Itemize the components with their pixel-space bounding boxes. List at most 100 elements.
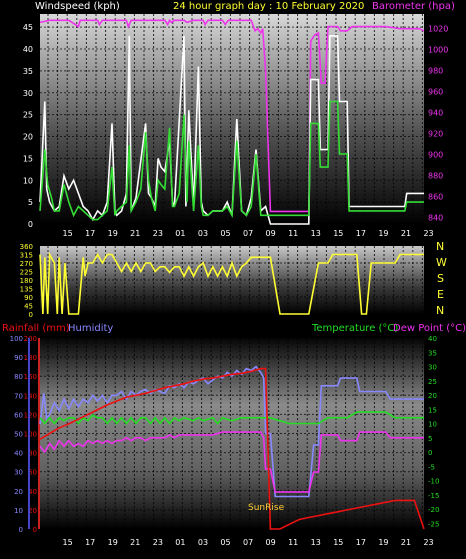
humidity-axis-label: Humidity <box>68 323 113 334</box>
rain-tick-label: 120 <box>24 411 37 419</box>
temp-series-line <box>39 431 424 493</box>
temperature-tick-label: -20 <box>428 506 439 514</box>
wind-x-tick-label: 23 <box>153 229 163 238</box>
rain-tick-label: 140 <box>24 392 37 400</box>
temperature-tick-label: -25 <box>428 520 439 528</box>
wind-x-tick-label: 17 <box>85 229 95 238</box>
rain-tick-label: 180 <box>24 354 37 362</box>
temperature-tick-label: 35 <box>428 349 437 357</box>
rainfall-axis-label: Rainfall (mm) <box>2 323 70 334</box>
wind-x-tick-label: 21 <box>130 229 140 238</box>
wind-x-tick-label: 19 <box>378 229 388 238</box>
temp-x-tick-label: 01 <box>175 538 185 547</box>
compass-label-w: W <box>436 256 447 269</box>
temperature-tick-label: 15 <box>428 406 437 414</box>
wind-x-tick-label: 03 <box>198 229 208 238</box>
temperature-tick-label: 20 <box>428 392 437 400</box>
temperature-tick-label: -15 <box>428 492 439 500</box>
wind-x-tick-label: 17 <box>356 229 366 238</box>
rain-axis-bar <box>38 338 40 529</box>
humidity-tick-label: 30 <box>14 469 23 477</box>
wind-x-tick-label: 11 <box>288 229 298 238</box>
wind-x-tick-label: 13 <box>311 229 321 238</box>
temperature-tick-label: -10 <box>428 478 439 486</box>
chart-title: 24 hour graph day : 10 February 2020 <box>173 1 364 12</box>
rain-tick-label: 40 <box>28 488 37 496</box>
humidity-tick-label: 50 <box>14 431 23 439</box>
temperature-tick-label: -5 <box>428 463 435 471</box>
temp-x-tick-label: 17 <box>85 538 95 547</box>
temp-x-tick-label: 21 <box>130 538 140 547</box>
temperature-tick-label: 5 <box>428 435 432 443</box>
wind-x-tick-label: 23 <box>423 229 433 238</box>
humidity-tick-label: 100 <box>10 335 23 343</box>
temperature-tick-label: 40 <box>428 335 437 343</box>
direction-tick-label: 360 <box>20 243 33 251</box>
temp-x-tick-label: 17 <box>356 538 366 547</box>
wind-tick-label: 30 <box>23 89 33 98</box>
humidity-tick-label: 20 <box>14 488 23 496</box>
temp-series-line <box>39 365 424 498</box>
wind-series-line <box>39 100 424 221</box>
temp-series-line <box>39 411 424 425</box>
temp-x-tick-label: 07 <box>243 538 253 547</box>
direction-series-line <box>39 251 424 315</box>
temperature-tick-label: 10 <box>428 421 437 429</box>
temperature-axis-label: Temperature (°C) <box>311 323 398 334</box>
barometer-tick-label: 940 <box>428 109 443 118</box>
rain-tick-label: 160 <box>24 373 37 381</box>
temp-x-tick-label: 09 <box>266 538 276 547</box>
temp-x-tick-label: 21 <box>401 538 411 547</box>
humidity-tick-label: 60 <box>14 411 23 419</box>
direction-tick-label: 180 <box>20 277 33 285</box>
direction-tick-label: 0 <box>29 311 33 319</box>
humidity-tick-label: 10 <box>14 507 23 515</box>
direction-tick-label: 45 <box>24 303 33 311</box>
temp-x-tick-label: 11 <box>288 538 298 547</box>
temp-series-line <box>39 367 425 530</box>
humidity-axis-bar <box>28 338 30 529</box>
direction-tick-label: 225 <box>20 269 33 277</box>
temp-x-tick-label: 19 <box>378 538 388 547</box>
compass-label-s: S <box>437 272 444 285</box>
wind-x-tick-label: 07 <box>243 229 253 238</box>
barometer-tick-label: 980 <box>428 67 443 76</box>
windspeed-axis-label: Windspeed (kph) <box>35 1 120 12</box>
direction-tick-label: 270 <box>20 260 33 268</box>
temperature-tick-label: 0 <box>428 449 432 457</box>
compass-label-e: E <box>437 288 444 301</box>
sunrise-annotation: SunRise <box>248 503 285 513</box>
temp-x-tick-label: 03 <box>198 538 208 547</box>
barometer-tick-label: 1000 <box>428 46 448 55</box>
wind-tick-label: 25 <box>23 111 33 120</box>
humidity-tick-label: 90 <box>14 354 23 362</box>
barometer-tick-label: 840 <box>428 214 443 223</box>
compass-labels: N W S E N <box>436 240 447 317</box>
dewpoint-axis-label: Dew Point (°C) <box>393 323 466 334</box>
temperature-tick-label: 30 <box>428 364 437 372</box>
direction-tick-label: 90 <box>24 294 33 302</box>
rain-tick-label: 0 <box>33 526 37 534</box>
wind-tick-label: 35 <box>23 67 33 76</box>
wind-tick-label: 10 <box>23 176 33 185</box>
wind-tick-label: 20 <box>23 133 33 142</box>
rain-tick-label: 100 <box>24 431 37 439</box>
barometer-tick-label: 880 <box>428 172 443 181</box>
temp-x-tick-label: 23 <box>153 538 163 547</box>
wind-x-tick-label: 21 <box>401 229 411 238</box>
compass-label-n-top: N <box>436 240 444 253</box>
humidity-tick-label: 80 <box>14 373 23 381</box>
temp-x-tick-label: 19 <box>108 538 118 547</box>
wind-x-tick-label: 05 <box>220 229 230 238</box>
temp-x-tick-label: 13 <box>311 538 321 547</box>
temp-x-tick-label: 15 <box>333 538 343 547</box>
direction-tick-label: 135 <box>20 286 33 294</box>
wind-x-tick-label: 01 <box>175 229 185 238</box>
humidity-tick-label: 40 <box>14 450 23 458</box>
barometer-tick-label: 860 <box>428 193 443 202</box>
humidity-tick-label: 70 <box>14 392 23 400</box>
barometer-tick-label: 960 <box>428 88 443 97</box>
wind-x-tick-label: 09 <box>266 229 276 238</box>
